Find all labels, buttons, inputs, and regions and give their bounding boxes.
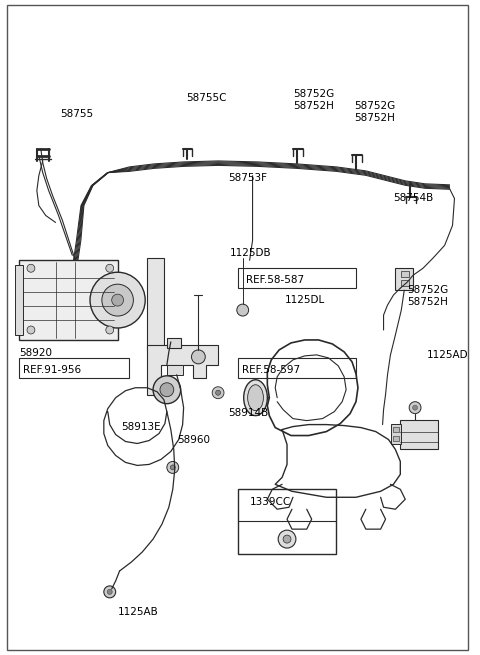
Circle shape — [167, 461, 179, 474]
Bar — [15, 265, 23, 335]
Text: 1125DL: 1125DL — [285, 295, 325, 305]
Text: REF.58-597: REF.58-597 — [242, 365, 300, 375]
Text: 58752H: 58752H — [407, 297, 448, 307]
Circle shape — [160, 383, 174, 397]
Text: 58752H: 58752H — [293, 101, 334, 111]
Circle shape — [212, 386, 224, 399]
Circle shape — [409, 402, 421, 414]
Circle shape — [112, 294, 123, 306]
Bar — [19, 260, 118, 340]
Circle shape — [216, 390, 220, 395]
Text: 1125AB: 1125AB — [118, 607, 158, 617]
Circle shape — [278, 530, 296, 548]
Text: 58753F: 58753F — [228, 173, 267, 183]
Circle shape — [104, 586, 116, 598]
Text: 58960: 58960 — [177, 434, 210, 445]
Bar — [238, 358, 356, 378]
Bar — [396, 269, 413, 290]
Bar — [238, 489, 336, 554]
Bar — [401, 280, 409, 286]
Circle shape — [106, 326, 114, 334]
Circle shape — [192, 350, 205, 364]
Bar — [167, 338, 180, 348]
Circle shape — [106, 264, 114, 272]
Polygon shape — [147, 258, 164, 350]
Bar — [394, 436, 399, 441]
Bar — [394, 426, 399, 432]
Circle shape — [237, 304, 249, 316]
Circle shape — [102, 284, 133, 316]
Circle shape — [283, 535, 291, 543]
Text: 58755C: 58755C — [187, 93, 227, 103]
Text: 58752G: 58752G — [293, 89, 334, 99]
Circle shape — [27, 326, 35, 334]
Text: 58752G: 58752G — [354, 101, 395, 111]
Circle shape — [107, 590, 112, 594]
Bar — [392, 424, 401, 443]
Circle shape — [170, 465, 175, 470]
Text: 1125DB: 1125DB — [230, 248, 272, 258]
Text: 1125AD: 1125AD — [427, 350, 468, 360]
Text: 58920: 58920 — [19, 348, 52, 358]
Text: 58755: 58755 — [60, 109, 94, 119]
Circle shape — [27, 264, 35, 272]
Bar — [400, 420, 438, 449]
Bar — [401, 271, 409, 277]
Text: 58752H: 58752H — [354, 113, 395, 123]
Text: 58913E: 58913E — [121, 422, 161, 432]
Circle shape — [153, 376, 180, 403]
Ellipse shape — [248, 384, 264, 411]
Circle shape — [413, 405, 418, 410]
Text: 1339CC: 1339CC — [250, 497, 291, 507]
Polygon shape — [147, 345, 218, 395]
Ellipse shape — [244, 380, 267, 416]
Text: 58914B: 58914B — [228, 407, 268, 418]
Text: REF.91-956: REF.91-956 — [23, 365, 81, 375]
Bar — [19, 358, 130, 378]
Text: 58752G: 58752G — [407, 285, 448, 295]
Text: 58754B: 58754B — [394, 193, 433, 202]
Circle shape — [90, 272, 145, 328]
Bar — [167, 365, 182, 375]
Text: REF.58-587: REF.58-587 — [246, 275, 304, 285]
Bar — [238, 269, 356, 288]
